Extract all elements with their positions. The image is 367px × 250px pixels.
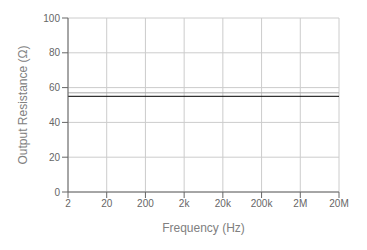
svg-text:20: 20: [101, 198, 113, 209]
svg-text:80: 80: [49, 47, 61, 58]
svg-text:Output Resistance (Ω): Output Resistance (Ω): [16, 45, 30, 164]
svg-text:2M: 2M: [293, 198, 307, 209]
svg-text:0: 0: [54, 187, 60, 198]
svg-text:20: 20: [49, 152, 61, 163]
svg-text:200k: 200k: [251, 198, 274, 209]
svg-text:20M: 20M: [329, 198, 348, 209]
svg-text:40: 40: [49, 117, 61, 128]
svg-text:2k: 2k: [179, 198, 191, 209]
svg-text:100: 100: [43, 13, 60, 24]
svg-text:Frequency (Hz): Frequency (Hz): [162, 221, 245, 235]
svg-text:20k: 20k: [215, 198, 232, 209]
svg-text:2: 2: [65, 198, 71, 209]
svg-text:200: 200: [137, 198, 154, 209]
svg-text:60: 60: [49, 82, 61, 93]
